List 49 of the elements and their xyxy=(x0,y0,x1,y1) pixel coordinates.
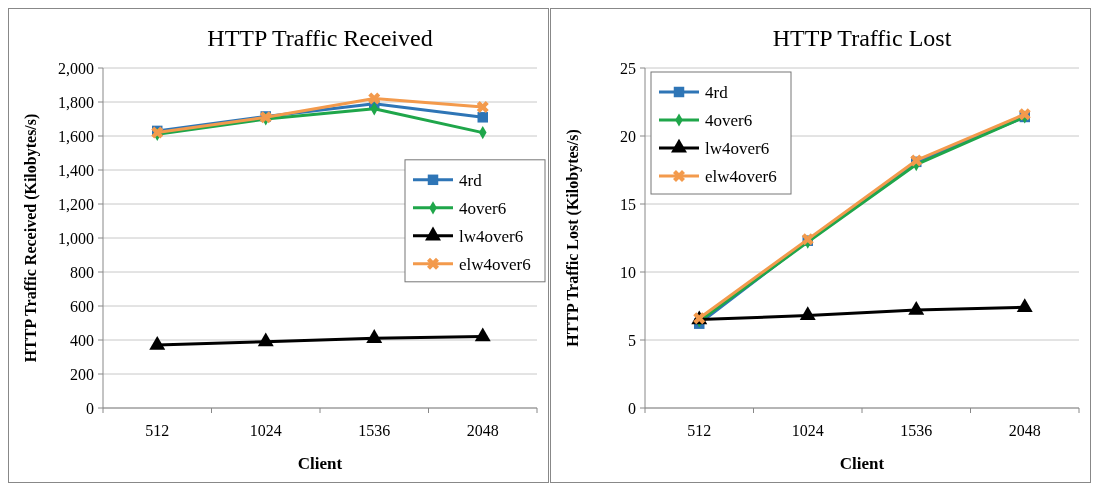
x-tick-label: 2048 xyxy=(1008,422,1041,439)
y-tick-label: 1,400 xyxy=(58,161,94,179)
legend-label: 4over6 xyxy=(705,110,753,130)
point xyxy=(476,101,489,114)
y-tick-label: 1,800 xyxy=(58,93,94,111)
point xyxy=(366,329,383,343)
x-tick-label: 1024 xyxy=(249,422,282,439)
x-axis-title: Client xyxy=(839,454,885,473)
point xyxy=(474,327,491,342)
y-tick-label: 25 xyxy=(620,59,636,77)
legend-label: 4rd xyxy=(705,82,729,102)
point xyxy=(477,112,488,123)
y-tick-label: 800 xyxy=(70,263,94,281)
y-tick-label: 20 xyxy=(620,127,636,145)
point xyxy=(799,306,816,321)
x-axis-title: Client xyxy=(297,454,343,473)
y-tick-label: 1,000 xyxy=(58,229,94,247)
y-tick-label: 600 xyxy=(70,297,94,315)
point xyxy=(257,332,274,347)
point xyxy=(149,335,166,350)
legend-label: elw4over6 xyxy=(459,254,531,274)
y-tick-label: 10 xyxy=(620,263,636,281)
y-tick-label: 2,000 xyxy=(58,59,94,77)
chart-title: HTTP Traffic Lost xyxy=(772,25,952,51)
y-tick-label: 1,600 xyxy=(58,127,94,145)
y-tick-label: 1,200 xyxy=(58,195,94,213)
y-tick-label: 200 xyxy=(70,365,94,383)
legend-label: 4over6 xyxy=(459,198,507,218)
chart-title: HTTP Traffic Received xyxy=(207,25,433,51)
y-axis-title: HTTP Traffic Lost (Kilobytes/s) xyxy=(564,129,582,347)
legend-label: lw4over6 xyxy=(459,226,524,246)
point xyxy=(908,300,925,315)
x-tick-label: 1536 xyxy=(900,422,933,439)
y-tick-label: 15 xyxy=(620,195,636,213)
point xyxy=(1016,298,1033,312)
y-tick-label: 5 xyxy=(628,331,636,349)
x-tick-label: 2048 xyxy=(466,422,499,439)
y-tick-label: 400 xyxy=(70,331,94,349)
legend-label: lw4over6 xyxy=(705,138,770,158)
y-axis-title: HTTP Traffic Received (Kilobytes/s) xyxy=(22,113,40,363)
legend-label: elw4over6 xyxy=(705,166,777,186)
x-tick-label: 1024 xyxy=(791,422,824,439)
point xyxy=(368,92,381,105)
y-tick-label: 0 xyxy=(628,399,636,417)
x-tick-label: 512 xyxy=(687,422,712,439)
x-tick-label: 512 xyxy=(145,422,170,439)
x-tick-label: 1536 xyxy=(358,422,391,439)
legend-label: 4rd xyxy=(459,170,483,190)
y-tick-label: 0 xyxy=(86,399,94,417)
